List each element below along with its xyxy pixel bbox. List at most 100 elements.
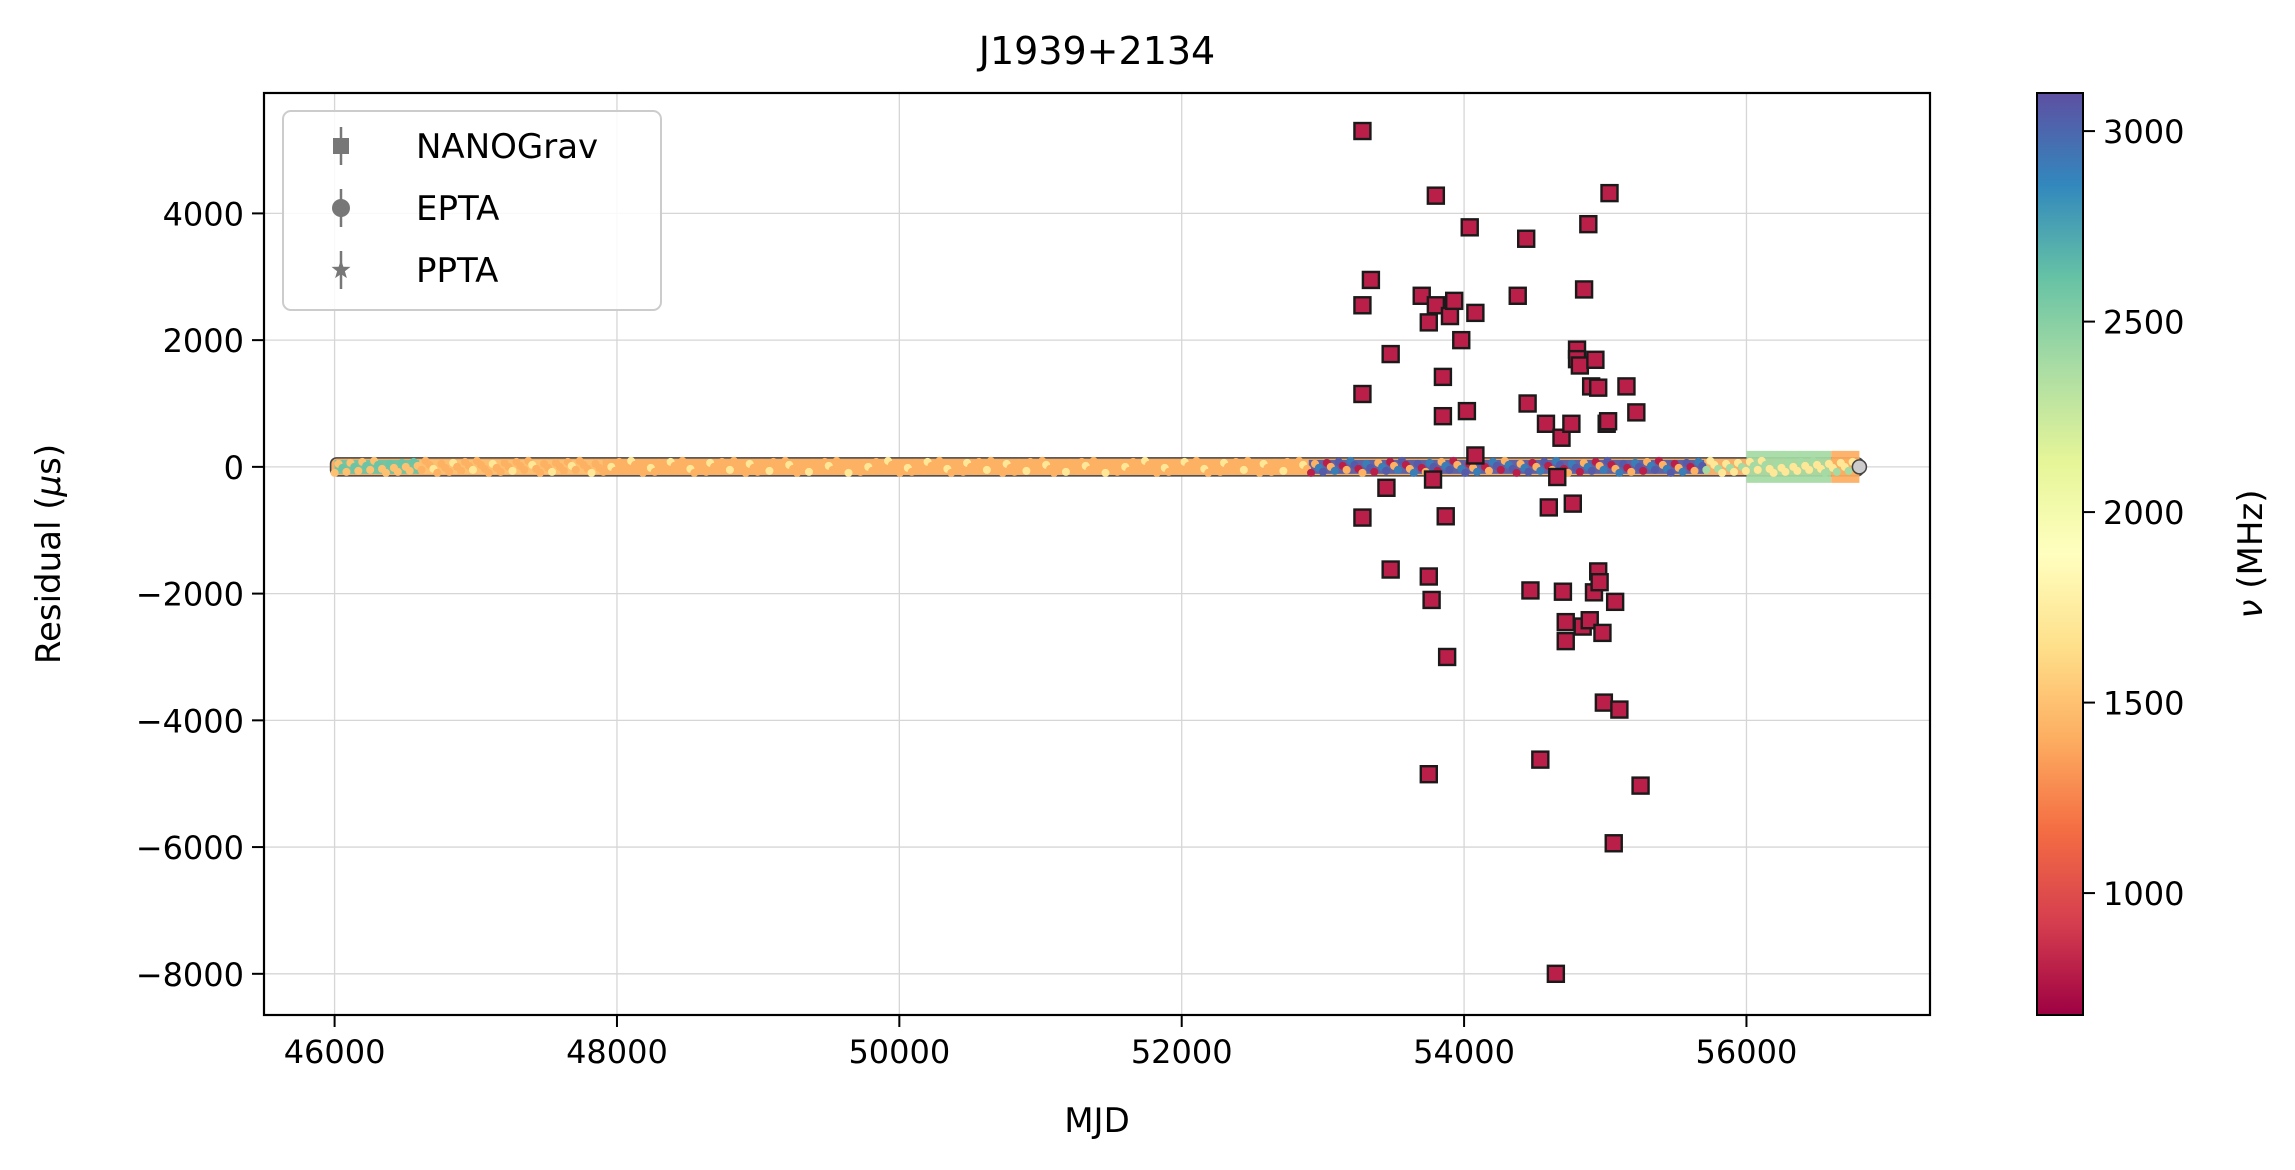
nanograv-point (1353, 508, 1372, 527)
dense-point (690, 468, 699, 477)
colorbar-gradient (2036, 92, 2084, 1016)
dense-point (828, 465, 837, 474)
nanograv-point (1570, 356, 1590, 375)
nanograv-point (1419, 765, 1438, 784)
dense-point (1370, 467, 1379, 476)
nanograv-point (1466, 303, 1485, 323)
dense-point (1022, 466, 1031, 475)
y-tick-label: 4000 (163, 195, 244, 233)
colorbar-label-unit: (MHz) (2231, 489, 2271, 599)
nanograv-point (1445, 291, 1464, 311)
dense-point (445, 467, 454, 476)
dense-point (393, 467, 402, 476)
x-tick-label: 52000 (1131, 1033, 1233, 1071)
dense-point (366, 465, 375, 474)
dense-point (1753, 465, 1762, 474)
dense-point (1615, 468, 1624, 477)
dense-point (1702, 465, 1711, 474)
dense-point (623, 465, 632, 474)
dense-point (856, 467, 865, 476)
colorbar-label: ν (MHz) (2231, 489, 2271, 618)
dense-point (1769, 468, 1778, 477)
nanograv-point (1377, 478, 1396, 497)
dense-point (417, 465, 426, 474)
nanograv-point (1466, 446, 1485, 465)
square-marker-icon (333, 138, 349, 154)
y-tick-label: 0 (224, 449, 244, 487)
dense-point (330, 468, 339, 477)
dense-point (1216, 467, 1225, 476)
nanograv-point (1361, 270, 1381, 290)
dense-point (1690, 466, 1699, 475)
dense-point (1113, 467, 1122, 476)
dense-point (844, 468, 853, 477)
dense-point (816, 466, 825, 475)
dense-point (1718, 468, 1727, 477)
dense-point (1164, 467, 1173, 476)
nanograv-point (1590, 572, 1609, 592)
nanograv-point (1412, 286, 1431, 305)
nanograv-point (1353, 121, 1372, 141)
colorbar-tick-label: 1000 (2103, 875, 2184, 913)
dense-point (1639, 466, 1648, 475)
dense-point (1587, 466, 1596, 475)
dense-point (753, 467, 762, 476)
plot-frame (262, 91, 1932, 1017)
dense-point (907, 467, 916, 476)
dense-point (674, 465, 683, 474)
dense-residual-band (329, 450, 1868, 483)
dense-point (1820, 468, 1829, 477)
dense-point (1793, 466, 1802, 475)
dense-point (496, 467, 505, 476)
x-axis-label: MJD (1064, 1101, 1130, 1141)
colorbar-ticks: 1000 1500 2000 2500 3000 (2083, 113, 2184, 913)
data-points (1353, 121, 1650, 984)
y-axis-label: Residual (μs) (29, 444, 69, 664)
dense-point (381, 468, 390, 477)
legend-box (282, 110, 662, 311)
nanograv-point (1617, 377, 1636, 396)
nanograv-point (1593, 623, 1612, 643)
nanograv-point (1517, 229, 1536, 248)
dense-point (1844, 466, 1853, 475)
y-axis-label-mu: μ (29, 475, 69, 498)
dense-point (1061, 467, 1070, 476)
chart-title: J1939+2134 (977, 29, 1215, 73)
dense-point (468, 465, 477, 474)
dense-point (880, 465, 889, 474)
dense-point (536, 468, 545, 477)
nanograv-point (1600, 183, 1619, 203)
nanograv-point (1552, 428, 1571, 447)
dense-point (354, 466, 363, 475)
dense-point (1409, 468, 1418, 477)
colorbar-label-nu: ν (2231, 600, 2271, 619)
dense-point (1730, 467, 1739, 476)
dense-point (571, 465, 580, 474)
dense-point (1484, 466, 1493, 475)
nanograv-point (1553, 582, 1573, 601)
nanograv-point (1452, 330, 1471, 350)
nanograv-point (1598, 412, 1618, 431)
nanograv-point (1531, 750, 1550, 769)
nanograv-point (1594, 693, 1614, 712)
nanograv-point (1536, 414, 1556, 433)
dense-point (1394, 465, 1403, 474)
nanograv-point (1381, 560, 1400, 579)
band-end-point (1851, 459, 1868, 475)
x-tick-label: 54000 (1413, 1033, 1515, 1071)
dense-point (1176, 466, 1185, 475)
dense-point (405, 466, 414, 475)
dense-point (1137, 465, 1146, 474)
nanograv-point (1546, 964, 1566, 984)
dense-point (1255, 468, 1264, 477)
nanograv-point (1521, 581, 1540, 600)
nanograv-point (1433, 406, 1453, 426)
dense-point (1445, 465, 1454, 474)
dense-point (508, 466, 517, 475)
dense-point (1227, 466, 1236, 475)
nanograv-point (1419, 313, 1438, 332)
dense-point (611, 466, 620, 475)
x-tick-label: 46000 (284, 1033, 386, 1071)
dense-point (1034, 465, 1043, 474)
